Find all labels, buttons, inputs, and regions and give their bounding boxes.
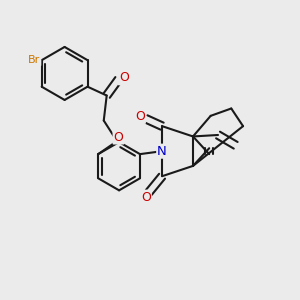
Text: N: N [157, 145, 167, 158]
Text: Br: Br [28, 55, 40, 65]
Text: O: O [119, 71, 129, 84]
Text: O: O [141, 190, 151, 204]
Text: O: O [113, 130, 123, 143]
Text: O: O [135, 110, 145, 123]
